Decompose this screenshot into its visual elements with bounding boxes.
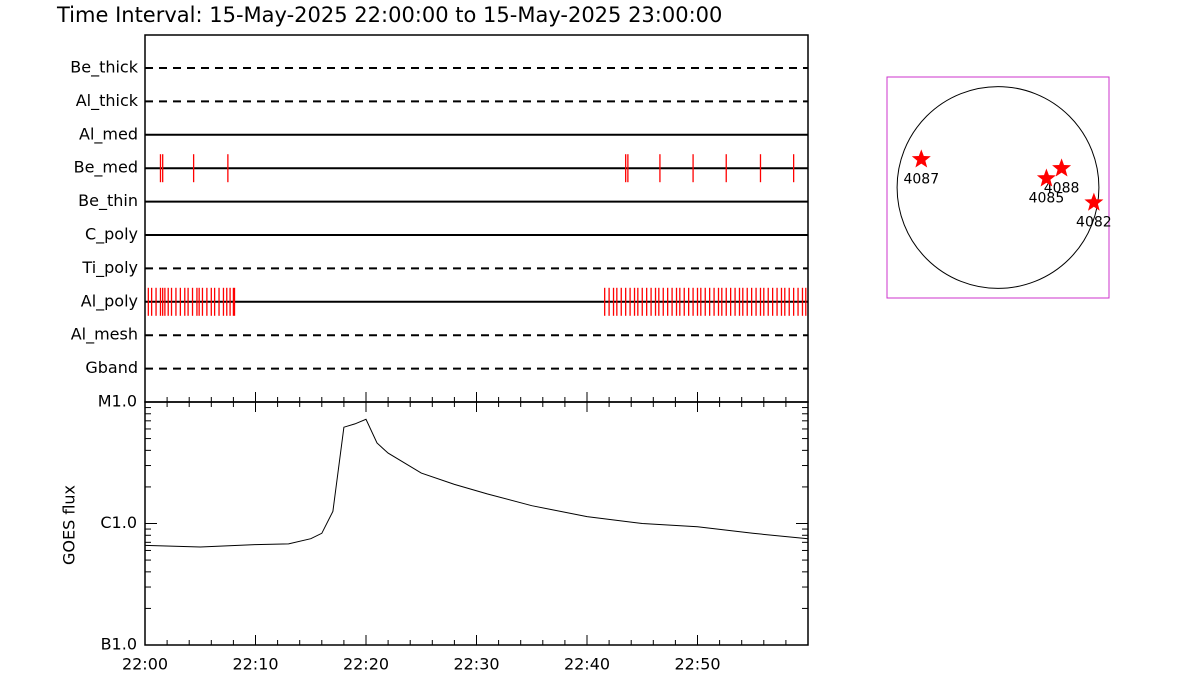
row-label: Ti_poly	[81, 258, 138, 278]
row-label: Al_thick	[76, 91, 139, 111]
y-tick-label: C1.0	[100, 513, 137, 532]
row-label: Gband	[85, 358, 138, 377]
flare-label: 4088	[1044, 180, 1080, 196]
flare-label: 4087	[903, 171, 939, 187]
flare-marker	[911, 149, 931, 168]
goes-line	[144, 418, 809, 548]
y-tick-label: B1.0	[101, 635, 137, 654]
flare-label: 4085	[1029, 190, 1065, 206]
row-label: C_poly	[85, 225, 138, 245]
y-tick-label: M1.0	[98, 392, 137, 411]
x-tick-label: 22:30	[453, 655, 499, 674]
row-label: Be_med	[74, 158, 138, 178]
y-axis-label: GOES flux	[60, 485, 79, 565]
x-tick-label: 22:50	[674, 655, 720, 674]
flare-label: 4082	[1076, 215, 1112, 231]
row-label: Al_mesh	[71, 325, 138, 345]
flare-marker	[1084, 192, 1104, 211]
x-tick-label: 22:40	[564, 655, 610, 674]
row-label: Al_poly	[81, 291, 138, 311]
flare-marker	[1052, 158, 1072, 177]
chart-title: Time Interval: 15-May-2025 22:00:00 to 1…	[56, 3, 722, 27]
row-label: Al_med	[79, 124, 138, 144]
x-tick-label: 22:20	[343, 655, 389, 674]
row-label: Be_thin	[78, 191, 138, 211]
x-tick-label: 22:10	[232, 655, 278, 674]
x-tick-label: 22:00	[122, 655, 168, 674]
flare-marker	[1036, 168, 1056, 187]
solar-limb	[896, 86, 1100, 289]
panel-frame	[144, 34, 809, 403]
row-label: Be_thick	[70, 58, 138, 78]
panel-frame	[144, 401, 809, 646]
map-frame	[886, 76, 1110, 299]
